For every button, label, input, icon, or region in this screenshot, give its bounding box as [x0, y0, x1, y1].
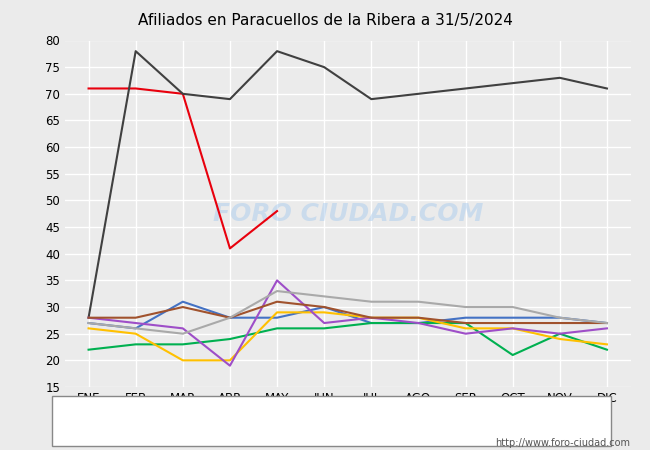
- Text: 2024: 2024: [92, 414, 122, 427]
- Text: 2020: 2020: [372, 414, 402, 427]
- FancyBboxPatch shape: [52, 396, 611, 446]
- Text: 2019: 2019: [442, 414, 472, 427]
- Text: FORO CIUDAD.COM: FORO CIUDAD.COM: [213, 202, 483, 226]
- Text: 2022: 2022: [232, 414, 262, 427]
- Text: Afiliados en Paracuellos de la Ribera a 31/5/2024: Afiliados en Paracuellos de la Ribera a …: [138, 13, 512, 28]
- Text: 2017: 2017: [582, 414, 612, 427]
- Text: 2023: 2023: [162, 414, 192, 427]
- Text: http://www.foro-ciudad.com: http://www.foro-ciudad.com: [495, 438, 630, 448]
- Text: 2018: 2018: [512, 414, 541, 427]
- Text: 2021: 2021: [302, 414, 332, 427]
